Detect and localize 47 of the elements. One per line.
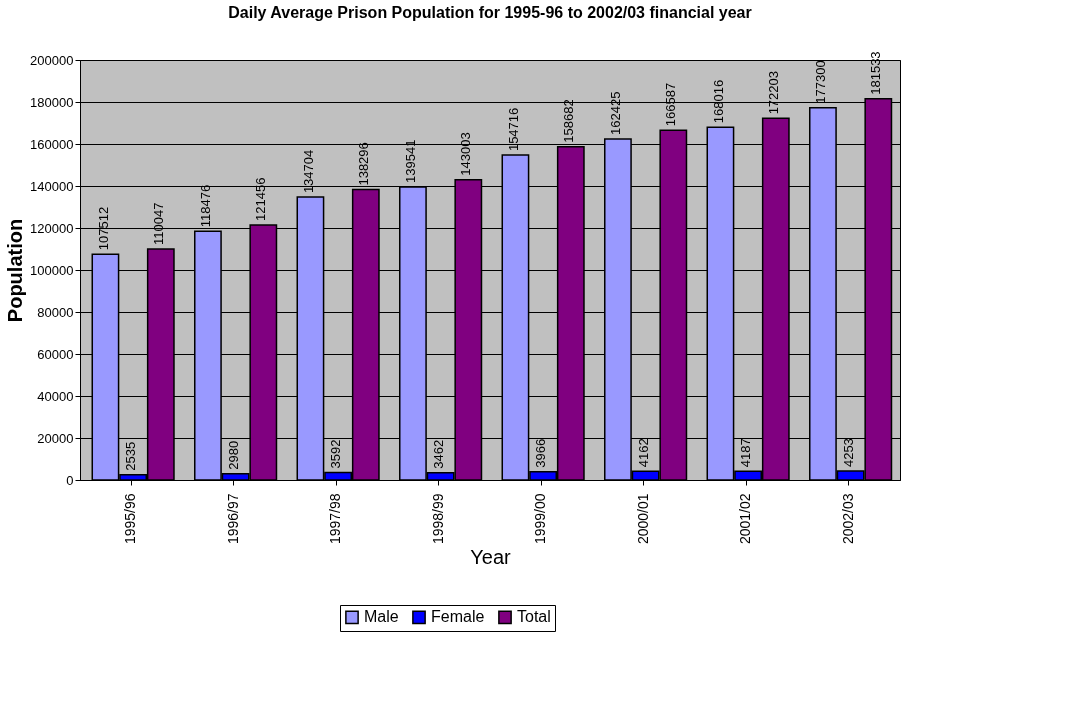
data-label: 172203 (765, 70, 781, 115)
data-label: 158682 (560, 99, 576, 143)
y-tick-label: 100000 (30, 262, 74, 278)
y-tick-label: 160000 (30, 136, 74, 152)
data-label: 3966 (533, 438, 549, 468)
data-label: 143003 (458, 132, 474, 176)
legend-label: Total (517, 608, 551, 626)
y-tick-label: 40000 (37, 388, 74, 404)
data-label: 4253 (840, 438, 856, 468)
y-tick-label: 80000 (37, 304, 74, 320)
data-label: 177300 (813, 60, 829, 104)
legend-label: Female (431, 608, 485, 626)
x-tick-label: 1996/97 (224, 493, 241, 545)
data-label: 3592 (328, 439, 344, 469)
data-label: 162425 (608, 91, 624, 135)
y-tick-label: 20000 (37, 430, 74, 446)
data-label: 166587 (663, 82, 679, 127)
data-label: 138296 (355, 142, 371, 186)
data-label: 110047 (150, 202, 166, 245)
y-axis-title: Population (4, 218, 27, 323)
data-label: 4187 (738, 438, 754, 468)
data-label: 107512 (95, 206, 111, 251)
y-tick-label: 0 (66, 472, 74, 488)
legend-label: Male (364, 608, 399, 626)
y-tick-label: 60000 (37, 346, 74, 362)
x-tick-label: 1999/00 (532, 493, 549, 545)
data-label: 168016 (710, 79, 726, 124)
y-tick-label: 180000 (30, 94, 74, 110)
x-tick-label: 2000/01 (634, 493, 651, 545)
data-label: 2535 (123, 441, 139, 471)
x-tick-label: 2001/02 (737, 493, 754, 545)
data-label: 139541 (403, 139, 419, 183)
x-tick-label: 1995/96 (122, 493, 139, 545)
data-label: 154716 (505, 107, 521, 152)
y-tick-label: 140000 (30, 178, 74, 194)
x-axis-title: Year (470, 546, 512, 569)
y-tick-label: 120000 (30, 220, 74, 236)
chart-title: Daily Average Prison Population for 1995-96 to 2002/03 financial year (228, 4, 752, 22)
data-label: 3462 (430, 439, 446, 469)
data-label: 4162 (635, 438, 651, 468)
x-tick-label: 1998/99 (429, 493, 446, 545)
data-label: 121456 (253, 177, 269, 221)
x-tick-label: 2002/03 (839, 493, 856, 545)
data-label: 134704 (300, 149, 316, 194)
x-tick-label: 1997/98 (327, 493, 344, 545)
data-label: 2980 (225, 440, 241, 470)
y-tick-label: 200000 (30, 52, 74, 68)
